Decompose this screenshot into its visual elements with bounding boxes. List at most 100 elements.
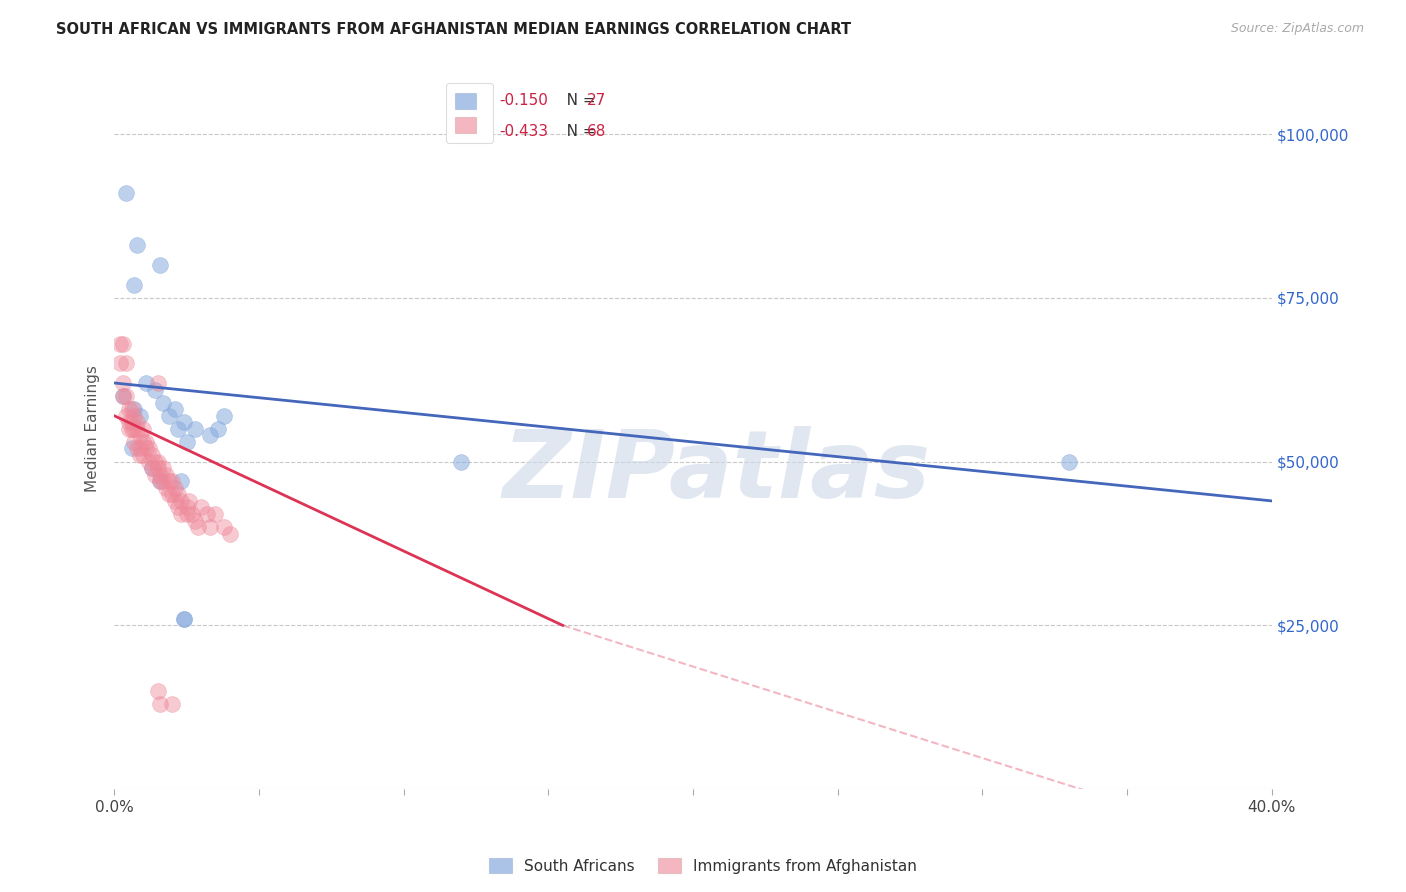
Point [157, 487, 180, 501]
Y-axis label: Median Earnings: Median Earnings [86, 366, 100, 492]
Point [160, 487, 183, 501]
Point [108, 356, 131, 370]
Point [127, 415, 149, 429]
Point [155, 481, 177, 495]
Point [190, 500, 212, 515]
Point [1057, 454, 1080, 468]
Point [129, 442, 152, 456]
Point [212, 520, 235, 534]
Point [160, 475, 183, 489]
Point [127, 238, 149, 252]
Point [166, 500, 188, 515]
Point [149, 697, 172, 711]
Point [173, 612, 195, 626]
Point [129, 448, 152, 462]
Point [173, 612, 195, 626]
Point [184, 422, 207, 436]
Point [204, 507, 226, 521]
Point [157, 409, 180, 423]
Point [118, 422, 141, 436]
Point [114, 356, 136, 370]
Point [176, 434, 198, 449]
Point [141, 461, 163, 475]
Point [135, 434, 157, 449]
Point [149, 475, 172, 489]
Point [129, 428, 152, 442]
Point [132, 434, 155, 449]
Point [166, 487, 188, 501]
Point [108, 336, 131, 351]
Point [121, 442, 143, 456]
Point [143, 467, 166, 482]
Point [129, 409, 152, 423]
Point [149, 258, 172, 272]
Point [111, 389, 134, 403]
Point [219, 526, 242, 541]
Point [124, 402, 146, 417]
Point [127, 422, 149, 436]
Text: 68: 68 [586, 125, 606, 139]
Point [179, 494, 201, 508]
Point [124, 422, 146, 436]
Point [152, 461, 174, 475]
Text: ZIPatlas: ZIPatlas [502, 426, 931, 518]
Point [173, 415, 195, 429]
Point [114, 409, 136, 423]
Point [143, 383, 166, 397]
Point [146, 454, 169, 468]
Point [163, 494, 186, 508]
Text: N =: N = [551, 125, 600, 139]
Point [114, 186, 136, 200]
Point [146, 376, 169, 390]
Point [124, 277, 146, 292]
Point [198, 428, 221, 442]
Point [124, 409, 146, 423]
Point [195, 507, 218, 521]
Point [121, 415, 143, 429]
Point [138, 454, 160, 468]
Point [163, 402, 186, 417]
Point [135, 442, 157, 456]
Point [132, 422, 155, 436]
Point [198, 520, 221, 534]
Point [111, 389, 134, 403]
Point [170, 494, 193, 508]
Point [176, 507, 198, 521]
Point [135, 376, 157, 390]
Point [166, 422, 188, 436]
Point [143, 454, 166, 468]
Point [111, 376, 134, 390]
Point [152, 395, 174, 409]
Point [149, 475, 172, 489]
Point [157, 475, 180, 489]
Point [149, 467, 172, 482]
Point [114, 389, 136, 403]
Point [124, 434, 146, 449]
Text: Source: ZipAtlas.com: Source: ZipAtlas.com [1230, 22, 1364, 36]
Text: 27: 27 [586, 94, 606, 109]
Point [132, 448, 155, 462]
Point [127, 442, 149, 456]
Point [184, 514, 207, 528]
Point [138, 442, 160, 456]
Point [212, 409, 235, 423]
Text: SOUTH AFRICAN VS IMMIGRANTS FROM AFGHANISTAN MEDIAN EARNINGS CORRELATION CHART: SOUTH AFRICAN VS IMMIGRANTS FROM AFGHANI… [56, 22, 852, 37]
Point [118, 415, 141, 429]
Legend: South Africans, Immigrants from Afghanistan: South Africans, Immigrants from Afghanis… [484, 852, 922, 880]
Point [163, 481, 186, 495]
Point [146, 684, 169, 698]
Point [160, 697, 183, 711]
Point [141, 448, 163, 462]
Point [450, 454, 472, 468]
Text: N =: N = [551, 94, 600, 109]
Point [207, 422, 229, 436]
Point [170, 507, 193, 521]
Text: -0.150: -0.150 [499, 94, 548, 109]
Point [111, 336, 134, 351]
Point [141, 461, 163, 475]
Text: R =: R = [467, 125, 501, 139]
Legend: , : , [446, 83, 494, 143]
Point [121, 402, 143, 417]
Point [170, 475, 193, 489]
Point [176, 500, 198, 515]
